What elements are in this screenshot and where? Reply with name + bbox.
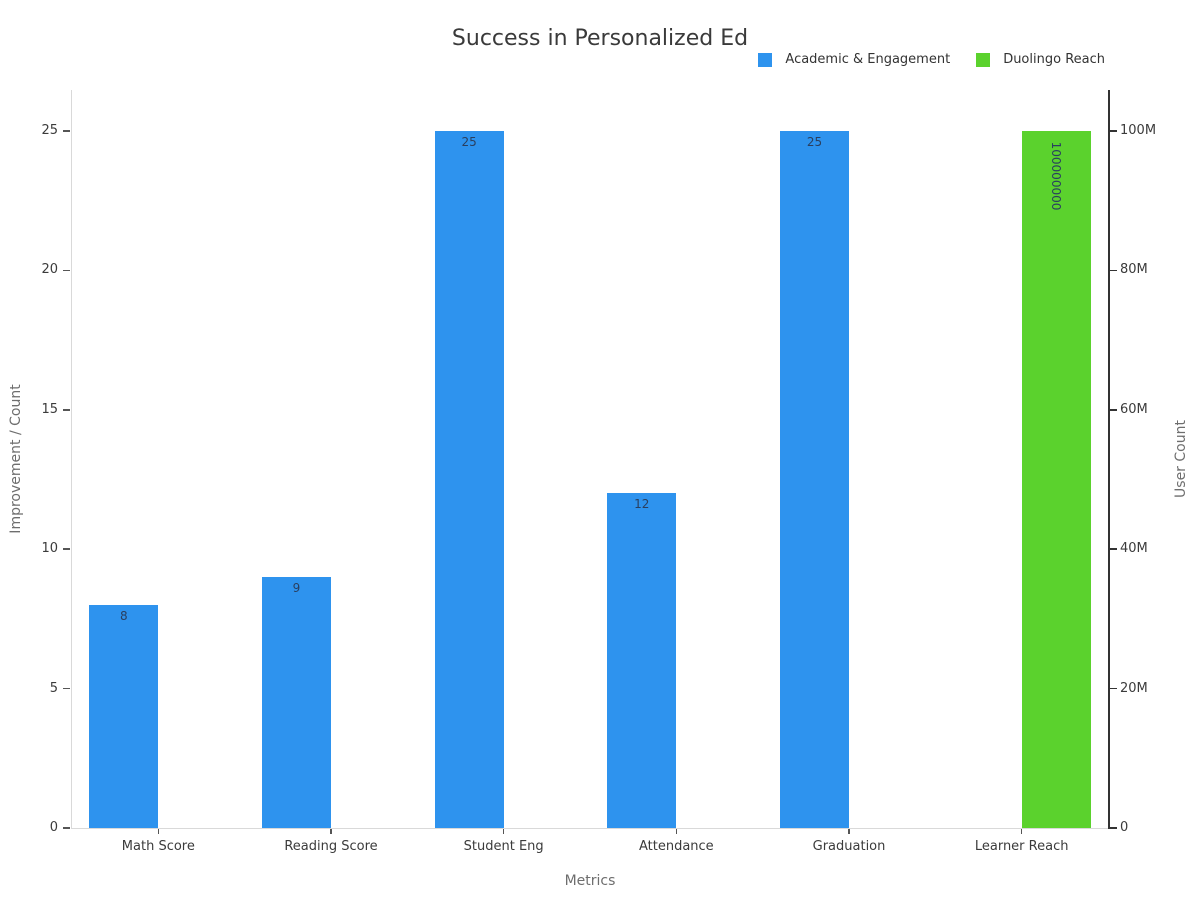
legend-label: Academic & Engagement bbox=[785, 52, 951, 67]
y-tick-label-left-5: 5 bbox=[49, 680, 58, 696]
bar-academic-engagement-attendance bbox=[607, 493, 677, 828]
y-tick-mark-right bbox=[1110, 548, 1117, 550]
x-tick-label-graduation: Graduation bbox=[812, 839, 886, 854]
y-tick-label-left-25: 25 bbox=[41, 122, 58, 138]
y-tick-mark-left bbox=[63, 269, 70, 272]
bar-academic-engagement-math-score bbox=[89, 604, 159, 828]
y-tick-label-left-15: 15 bbox=[41, 401, 58, 417]
x-tick-label-student-eng: Student Eng bbox=[463, 839, 544, 854]
legend-item-academic-engagement[interactable]: Academic & Engagement bbox=[758, 52, 950, 67]
y-tick-mark-right bbox=[1110, 130, 1117, 132]
bar-academic-engagement-student-eng bbox=[434, 130, 504, 828]
bar-value-label: 9 bbox=[292, 581, 301, 596]
y-tick-mark-right bbox=[1110, 827, 1117, 829]
x-tick-label-reading-score: Reading Score bbox=[284, 839, 378, 854]
x-axis-title: Metrics bbox=[564, 873, 616, 889]
y-tick-mark-left bbox=[63, 687, 70, 690]
x-tick-label-math-score: Math Score bbox=[121, 839, 195, 854]
y-tick-mark-right bbox=[1110, 409, 1117, 411]
bar-value-label: 25 bbox=[461, 134, 477, 149]
bar-value-label: 25 bbox=[806, 134, 823, 149]
legend-item-duolingo-reach[interactable]: Duolingo Reach bbox=[976, 52, 1105, 67]
x-tick-mark bbox=[502, 829, 505, 834]
bar-value-label: 12 bbox=[634, 497, 650, 512]
y-tick-label-left-20: 20 bbox=[41, 262, 58, 278]
bar-value-label: 8 bbox=[119, 608, 128, 623]
x-tick-mark bbox=[330, 829, 332, 834]
bar-value-label: 100000000 bbox=[1049, 141, 1064, 211]
x-tick-mark bbox=[675, 829, 678, 834]
bar-duolingo-reach-learner-reach bbox=[1021, 131, 1091, 828]
legend-swatch-blue bbox=[758, 52, 773, 67]
y-tick-mark-right bbox=[1110, 269, 1117, 272]
x-tick-mark bbox=[1020, 829, 1023, 834]
y-axis-line-left bbox=[71, 90, 72, 828]
y-tick-label-right-40m: 40M bbox=[1120, 541, 1148, 557]
chart-title: Success in Personalized Ed bbox=[451, 26, 749, 51]
y-tick-label-left-10: 10 bbox=[41, 541, 58, 557]
y-tick-mark-left bbox=[63, 130, 70, 132]
x-tick-mark bbox=[157, 829, 160, 834]
legend-label: Duolingo Reach bbox=[1003, 52, 1105, 67]
y-tick-label-right-100m: 100M bbox=[1120, 123, 1157, 139]
y-tick-mark-left bbox=[63, 548, 70, 550]
y-tick-label-right-80m: 80M bbox=[1120, 262, 1148, 278]
legend-swatch-green bbox=[976, 52, 991, 67]
y-axis-title-right: User Count bbox=[1173, 420, 1189, 498]
x-axis-line bbox=[71, 828, 1109, 829]
y-tick-label-right-20m: 20M bbox=[1120, 680, 1148, 696]
y-tick-label-left-0: 0 bbox=[49, 820, 58, 835]
y-tick-mark-right bbox=[1110, 687, 1117, 690]
y-tick-label-right-0: 0 bbox=[1120, 820, 1129, 835]
bar-academic-engagement-graduation bbox=[779, 130, 849, 828]
x-tick-label-attendance: Attendance bbox=[638, 839, 714, 854]
bar-academic-engagement-reading-score bbox=[261, 577, 331, 828]
legend: Academic & Engagement Duolingo Reach bbox=[758, 52, 1105, 67]
y-axis-line-right bbox=[1108, 90, 1110, 829]
y-tick-mark-left bbox=[63, 409, 70, 411]
y-tick-mark-left bbox=[63, 827, 70, 829]
x-tick-label-learner-reach: Learner Reach bbox=[974, 839, 1069, 854]
y-tick-label-right-60m: 60M bbox=[1120, 401, 1148, 417]
x-tick-mark bbox=[848, 829, 850, 834]
